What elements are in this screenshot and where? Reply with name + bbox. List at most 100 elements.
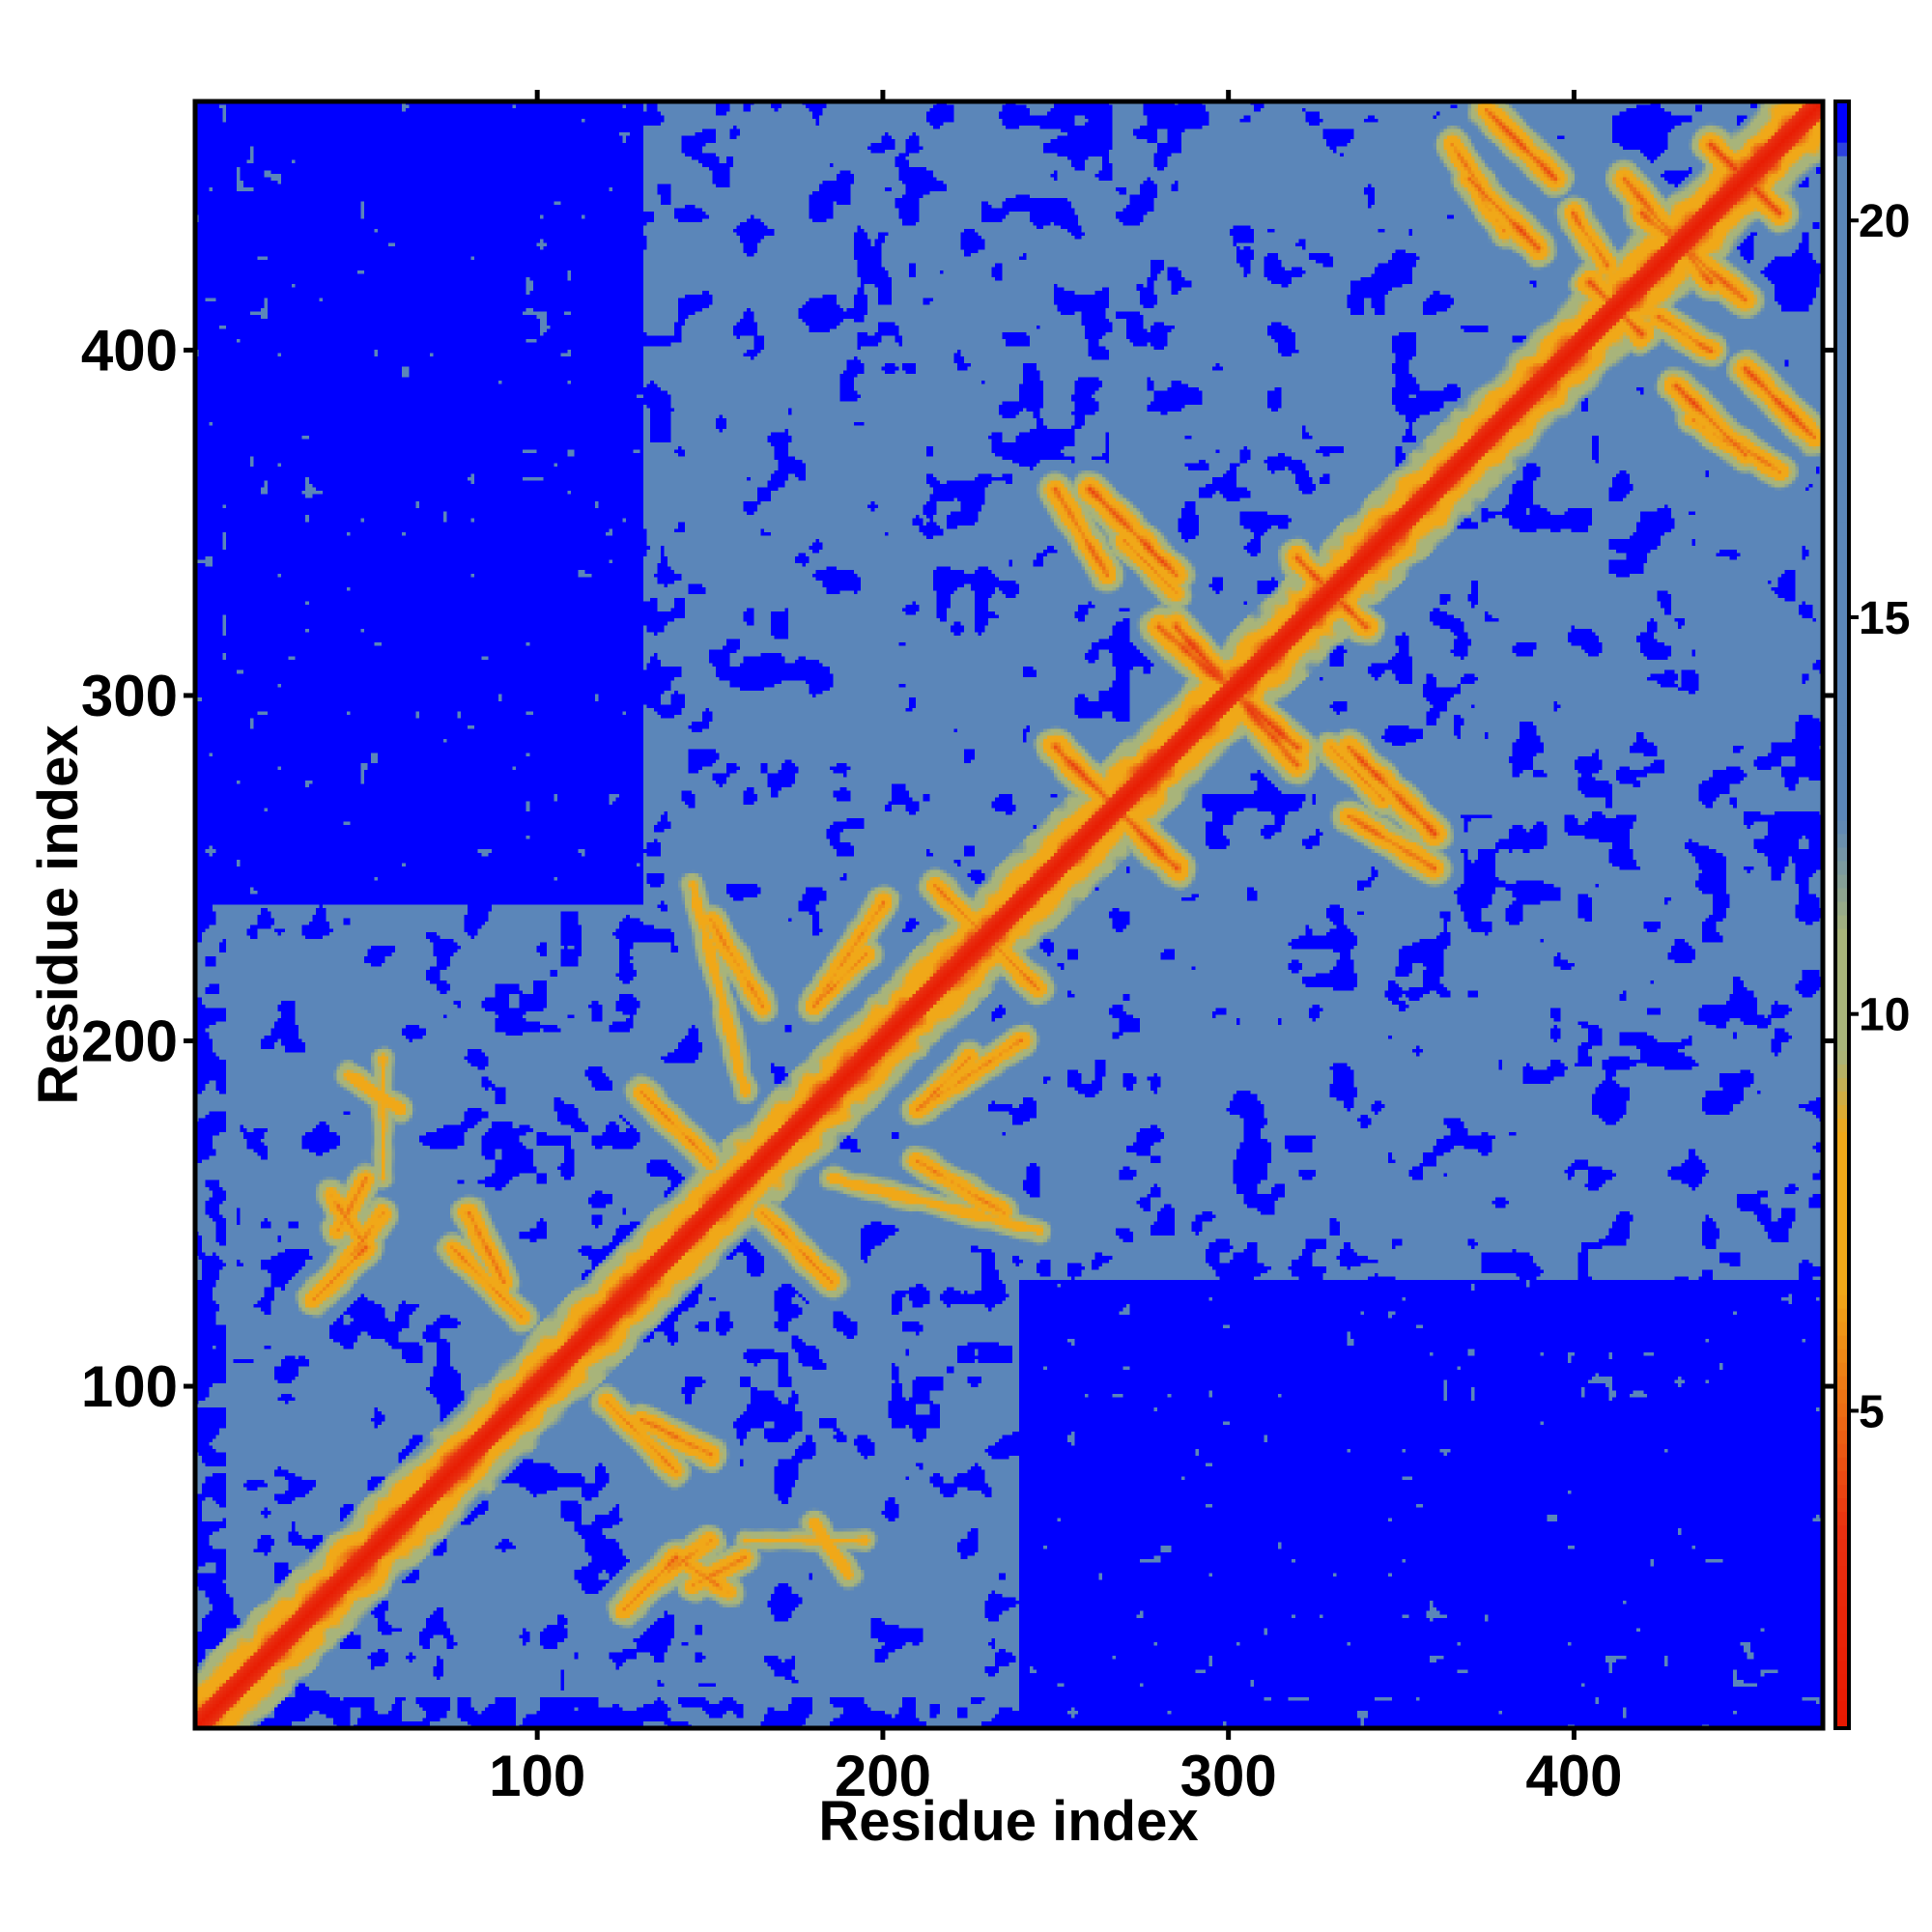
y-tick-label: 400 (81, 318, 178, 383)
colorbar-segment (1835, 522, 1849, 536)
colorbar-segment (1835, 345, 1849, 360)
colorbar-segment (1835, 1605, 1849, 1621)
colorbar-segment (1835, 372, 1849, 387)
colorbar-segment (1835, 1172, 1849, 1187)
colorbar-segment (1835, 657, 1849, 671)
colorbar-segment (1835, 982, 1849, 997)
colorbar-segment (1835, 1321, 1849, 1336)
colorbar-segment (1835, 399, 1849, 414)
colorbar-segment (1835, 1077, 1849, 1093)
colorbar-segment (1835, 142, 1849, 156)
colorbar-segment (1835, 426, 1849, 441)
colorbar-segment (1835, 630, 1849, 644)
colorbar-segment (1835, 1009, 1849, 1024)
colorbar-segment (1835, 1104, 1849, 1120)
colorbar-segment (1835, 711, 1849, 726)
colorbar-segment (1835, 1199, 1849, 1214)
colorbar-segment (1835, 1700, 1849, 1716)
colorbar-segment (1835, 846, 1849, 862)
colorbar-segment (1835, 1362, 1849, 1377)
colorbar-segment (1835, 1376, 1849, 1390)
y-tick-label: 100 (81, 1354, 178, 1419)
colorbar-segment (1835, 1430, 1849, 1444)
colorbar-segment (1835, 1226, 1849, 1241)
colorbar-segment (1835, 535, 1849, 550)
colorbar-segment (1835, 860, 1849, 875)
colorbar-segment (1835, 1565, 1849, 1580)
colorbar-segment (1835, 1619, 1849, 1634)
colorbar-segment (1835, 589, 1849, 604)
y-tick-label: 300 (81, 664, 178, 728)
colorbar-segment (1835, 1037, 1849, 1051)
colorbar-segment (1835, 1578, 1849, 1594)
colorbar-frame (1833, 99, 1851, 1730)
colorbar: 5 10 15 20 (1833, 99, 1910, 1730)
colorbar-tick-label: 10 (1859, 990, 1910, 1041)
colorbar-segment (1835, 1443, 1849, 1458)
colorbar-segment (1835, 670, 1849, 686)
colorbar-segment (1835, 453, 1849, 469)
colorbar-segment (1835, 480, 1849, 496)
y-axis-title: Residue index (27, 724, 90, 1104)
colorbar-segment (1835, 223, 1849, 238)
colorbar-segment (1835, 1118, 1849, 1133)
colorbar-segment (1835, 819, 1849, 835)
colorbar-segment (1835, 833, 1849, 848)
colorbar-segment (1835, 115, 1849, 129)
colorbar-tick-label: 15 (1859, 593, 1910, 644)
colorbar-segment (1835, 1253, 1849, 1268)
colorbar-segment (1835, 183, 1849, 197)
colorbar-segment (1835, 304, 1849, 320)
x-tick-label: 300 (1180, 1744, 1277, 1808)
colorbar-segment (1835, 237, 1849, 251)
colorbar-segment (1835, 684, 1849, 699)
x-tick-label: 400 (1525, 1744, 1622, 1808)
colorbar-segment (1835, 969, 1849, 983)
colorbar-segment (1835, 1538, 1849, 1553)
colorbar-segment (1835, 1687, 1849, 1702)
colorbar-segment (1835, 643, 1849, 658)
colorbar-segment (1835, 1470, 1849, 1485)
heatmap-area (192, 99, 1826, 1731)
colorbar-segment (1835, 169, 1849, 184)
colorbar-segment (1835, 467, 1849, 482)
colorbar-segment (1835, 724, 1849, 740)
colorbar-segment (1835, 412, 1849, 428)
colorbar-segment (1835, 873, 1849, 889)
colorbar-segment (1835, 915, 1849, 929)
colorbar-segment (1835, 1064, 1849, 1078)
colorbar-segment (1835, 277, 1849, 293)
colorbar-segment (1835, 1633, 1849, 1648)
colorbar-segment (1835, 996, 1849, 1010)
colorbar-segment (1835, 738, 1849, 753)
colorbar-segment (1835, 101, 1849, 116)
colorbar-segment (1835, 1266, 1849, 1282)
colorbar-segment (1835, 1091, 1849, 1106)
colorbar-segment (1835, 1185, 1849, 1201)
heatmap-foreign (195, 101, 1823, 1728)
colorbar-segment (1835, 1416, 1849, 1431)
x-tick-label: 200 (835, 1744, 931, 1808)
colorbar-segment (1835, 697, 1849, 713)
colorbar-segment (1835, 1714, 1849, 1729)
colorbar-segment (1835, 358, 1849, 374)
colorbar-segment (1835, 928, 1849, 943)
colorbar-segment (1835, 1524, 1849, 1540)
colorbar-tick-label: 20 (1859, 196, 1910, 247)
colorbar-segment (1835, 616, 1849, 631)
colorbar-segment (1835, 1497, 1849, 1513)
colorbar-segment (1835, 1212, 1849, 1228)
y-tick-label: 200 (81, 1009, 178, 1074)
colorbar-segment (1835, 562, 1849, 577)
y-axis: 100 200 300 400 (81, 318, 1834, 1419)
colorbar-segment (1835, 385, 1849, 401)
colorbar-segment (1835, 792, 1849, 808)
colorbar-segment (1835, 1389, 1849, 1404)
colorbar-segment (1835, 1293, 1849, 1309)
colorbar-segment (1835, 549, 1849, 563)
colorbar-segment (1835, 765, 1849, 781)
colorbar-segment (1835, 1158, 1849, 1174)
colorbar-segment (1835, 1145, 1849, 1160)
colorbar-segment (1835, 1403, 1849, 1417)
colorbar-segment (1835, 887, 1849, 902)
